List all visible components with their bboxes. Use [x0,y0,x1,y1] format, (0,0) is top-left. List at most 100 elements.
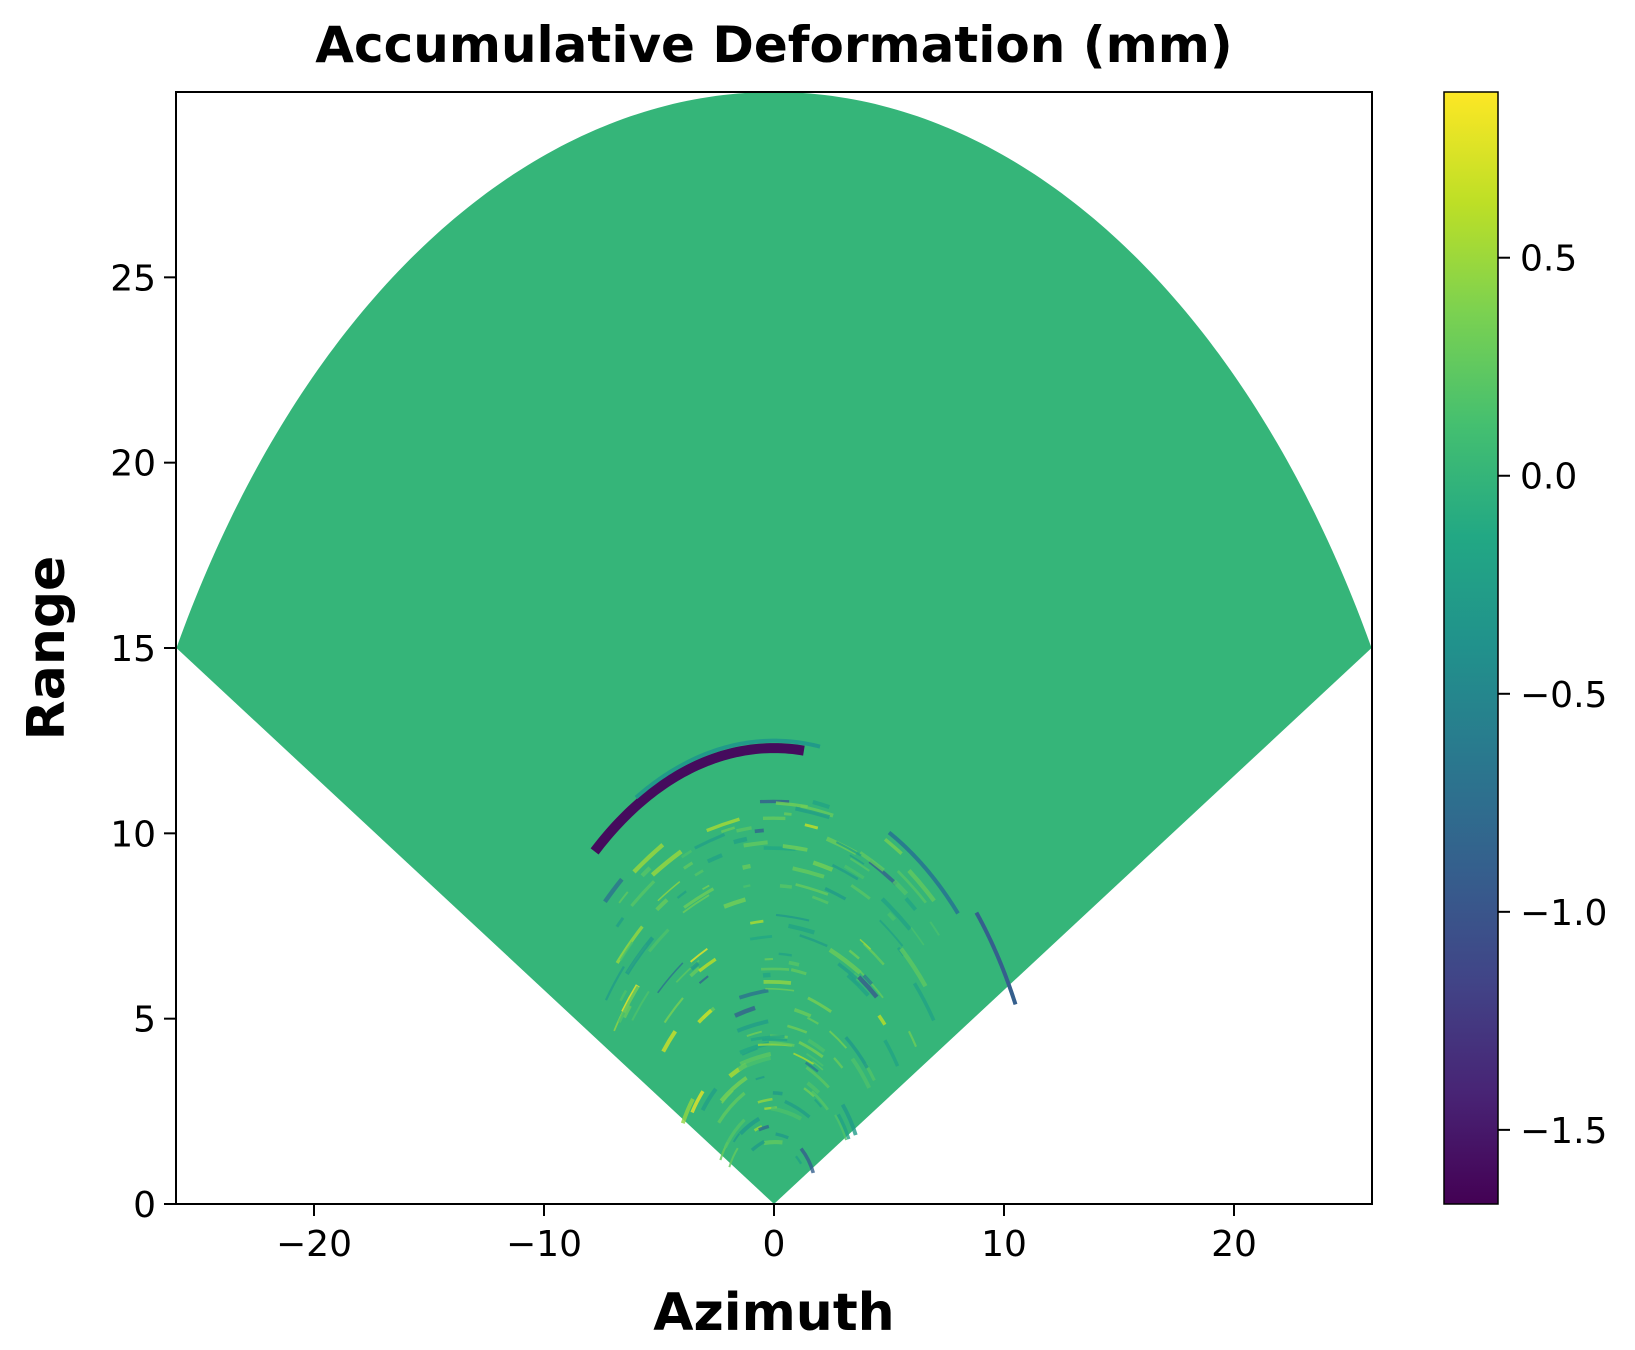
noise-arc [721,1089,734,1104]
noise-arc [778,952,792,957]
colorbar-tick-label: −0.5 [1520,675,1607,716]
noise-arc [794,1155,803,1165]
colorbar-ticks: 0.5 0.0 −0.5 −1.0 −1.5 [1498,239,1607,1152]
y-tick-label: 0 [133,1185,156,1226]
noise-arc [631,990,650,1021]
noise-arc [723,1118,746,1149]
plot-area [176,92,1372,1204]
x-axis-label: Azimuth [653,1283,894,1343]
y-tick-label: 20 [110,444,156,485]
noise-arc [804,823,819,830]
noise-arc [859,970,884,999]
noise-arc [844,1036,869,1069]
colorbar-tick-label: 0.0 [1520,457,1577,498]
noise-arc [615,917,625,928]
noise-arc [805,1052,824,1067]
noise-arc [775,801,808,809]
noise-arc [806,1081,821,1094]
noise-arc [676,890,687,899]
noise-arc [750,1035,785,1042]
noise-arc [799,1147,816,1174]
noise-arc [640,866,652,878]
noise-arc [788,960,800,967]
noise-arc [618,891,629,904]
noise-arc [770,1106,803,1121]
noise-arc [807,996,832,1013]
noise-arc [683,887,715,909]
noise-features [603,799,940,1174]
chart-title: Accumulative Deformation (mm) [315,16,1232,74]
noise-arc [828,1030,848,1049]
noise-arc [834,1114,848,1141]
noise-arc [698,975,709,984]
colorbar-tick-label: −1.0 [1520,893,1607,934]
y-axis: 0 5 10 15 20 25 [110,258,176,1226]
noise-arc [741,1047,758,1056]
noise-arc [737,1055,772,1072]
noise-arc [736,1019,769,1033]
noise-arc [728,1147,739,1168]
noise-arc [835,841,862,857]
noise-arc [650,849,683,877]
noise-arc [907,869,936,903]
noise-arc [682,894,710,914]
noise-arc [763,979,792,985]
noise-arc [689,966,701,978]
noise-arc [784,1099,811,1119]
noise-arc [720,826,736,834]
noise-arc [807,1038,826,1053]
noise-arc [655,898,669,912]
noise-arc [775,1132,789,1140]
noise-arc [883,838,903,855]
noise-arc [899,947,928,988]
noise-arc [615,925,644,964]
noise-arc [603,877,624,904]
noise-arc [837,962,858,981]
noise-arc [763,1140,783,1146]
noise-arc [828,947,862,975]
noise-arc [757,1097,773,1104]
noise-arc [661,1030,678,1053]
y-tick-label: 10 [110,814,156,855]
noise-arc [619,989,628,1002]
noise-arc [768,1040,795,1047]
noise-arc [765,987,795,992]
noise-arc [874,954,883,964]
noise-arc [783,812,792,816]
noise-arc [706,817,740,833]
noise-arc [929,921,940,936]
noise-arc [723,897,747,909]
noise-arc [772,1091,783,1096]
noise-arc [698,957,717,973]
noise-arc [790,968,807,976]
noise-arc [892,879,909,896]
noise-arc [733,836,748,845]
noise-arc [831,863,859,881]
deformation-field [176,92,1372,1204]
noise-arc [806,1016,819,1025]
noise-arc [690,1090,705,1114]
noise-arc [719,1076,748,1103]
noise-arc [883,1039,900,1067]
noise-arc [694,869,704,877]
noise-arc [859,851,885,872]
noise-arc [803,1087,815,1098]
noise-arc [630,880,656,908]
noise-arc [848,949,860,960]
noise-arc [734,1005,756,1018]
noise-arc [912,982,936,1022]
noise-arc [904,897,918,912]
noise-arc [859,938,872,950]
noise-arc [793,1052,814,1065]
noise-arc [787,1024,808,1034]
noise-arc [788,923,815,935]
noise-arc [743,884,751,889]
noise-arc [760,967,790,971]
noise-arc [706,853,723,864]
arc-features [590,738,1018,1006]
noise-arc [663,997,684,1024]
noise-arc [824,887,847,901]
deformation-arc [974,911,1018,1006]
noise-arc [857,975,879,999]
noise-arc [647,928,670,953]
